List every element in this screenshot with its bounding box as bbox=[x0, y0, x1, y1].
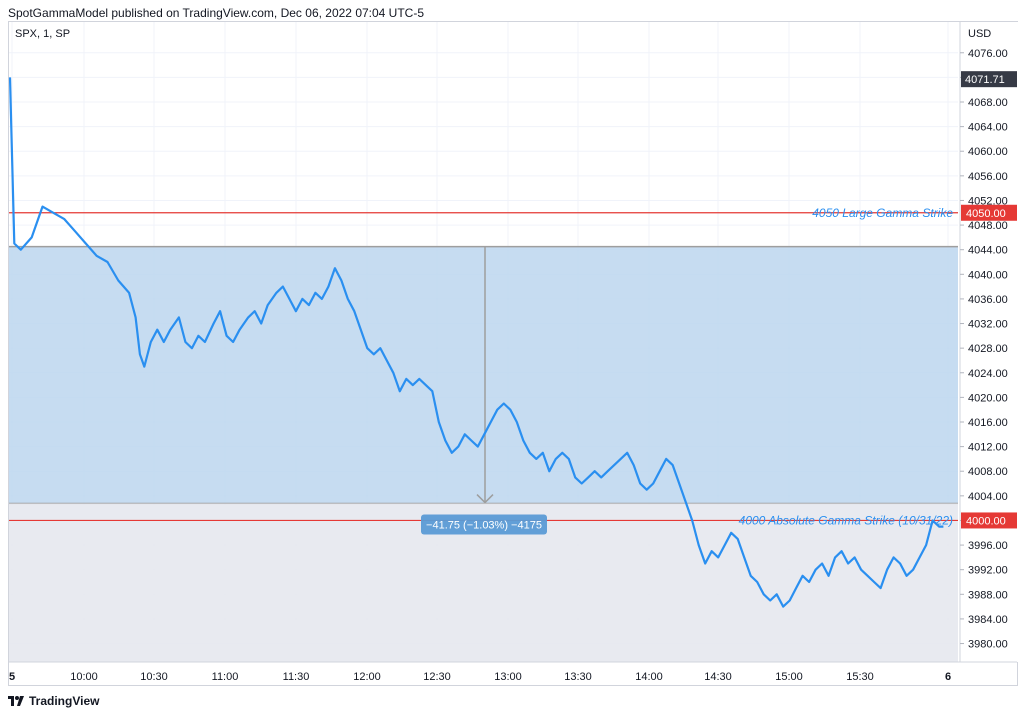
time-tick-label: 12:30 bbox=[423, 671, 451, 683]
publisher-caption: SpotGammaModel published on TradingView.… bbox=[8, 6, 425, 20]
price-tick-label: 4036.00 bbox=[968, 294, 1008, 306]
price-axis-bg bbox=[960, 22, 1018, 662]
tradingview-brand: TradingView bbox=[29, 694, 100, 708]
price-tick-label: 4064.00 bbox=[968, 122, 1008, 134]
price-tick-label: 3992.00 bbox=[968, 565, 1008, 577]
time-tick-label: 10:30 bbox=[140, 671, 168, 683]
time-tick-label: 11:30 bbox=[283, 671, 310, 683]
time-tick-label: 14:30 bbox=[704, 671, 732, 683]
price-tick-label: 4024.00 bbox=[968, 368, 1008, 380]
time-tick-label: 14:00 bbox=[635, 671, 663, 683]
time-tick-label: 13:00 bbox=[494, 671, 522, 683]
level-badge-label-0: 4050.00 bbox=[966, 208, 1006, 220]
measure-label: −41.75 (−1.03%) −4175 bbox=[426, 519, 542, 531]
level-annotation-1: 4000 Absolute Gamma Strike (10/31/22) bbox=[739, 513, 953, 527]
price-tick-label: 3996.00 bbox=[968, 540, 1008, 552]
time-tick-label: 11:00 bbox=[212, 671, 239, 683]
level-badge-0 bbox=[961, 204, 1017, 221]
level-badge-1 bbox=[961, 512, 1017, 529]
price-tick-label: 3980.00 bbox=[968, 639, 1008, 651]
time-tick-label: 6 bbox=[945, 671, 951, 683]
level-badge-label-1: 4000.00 bbox=[966, 515, 1006, 527]
price-tick-label: 4004.00 bbox=[968, 491, 1008, 503]
price-tick-label: 4032.00 bbox=[968, 319, 1008, 331]
level-annotation-0: 4050 Large Gamma Strike bbox=[812, 206, 953, 220]
time-tick-label: 15:00 bbox=[775, 671, 803, 683]
last-price-badge bbox=[961, 71, 1017, 88]
price-axis-unit: USD bbox=[968, 28, 991, 40]
price-tick-label: 4020.00 bbox=[968, 392, 1008, 404]
price-tick-label: 4044.00 bbox=[968, 245, 1008, 257]
measure-arrow-head bbox=[476, 494, 494, 504]
price-tick-label: 4056.00 bbox=[968, 171, 1008, 183]
time-tick-label: 15:30 bbox=[846, 671, 874, 683]
measure-range-fill bbox=[9, 246, 958, 504]
price-tick-label: 4016.00 bbox=[968, 417, 1008, 429]
price-series-line[interactable] bbox=[8, 77, 944, 608]
price-tick-label: 3988.00 bbox=[968, 589, 1008, 601]
price-tick-label: 4008.00 bbox=[968, 466, 1008, 478]
last-price-label: 4071.71 bbox=[965, 74, 1005, 86]
tradingview-footer[interactable]: TradingView bbox=[8, 694, 99, 708]
time-tick-label: 13:30 bbox=[564, 671, 592, 683]
price-tick-label: 4068.00 bbox=[968, 97, 1008, 109]
time-tick-label: 12:00 bbox=[353, 671, 381, 683]
price-tick-label: 4076.00 bbox=[968, 48, 1008, 60]
symbol-legend[interactable]: SPX, 1, SP bbox=[15, 28, 71, 40]
price-tick-label: 3984.00 bbox=[968, 614, 1008, 626]
time-tick-label: 5 bbox=[9, 671, 15, 683]
price-tick-label: 4012.00 bbox=[968, 442, 1008, 454]
price-tick-label: 4048.00 bbox=[968, 220, 1008, 232]
tradingview-logo-icon bbox=[8, 696, 24, 706]
time-tick-label: 10:00 bbox=[70, 671, 98, 683]
price-tick-label: 4028.00 bbox=[968, 343, 1008, 355]
measure-label-bg bbox=[421, 514, 547, 535]
price-tick-label: 4040.00 bbox=[968, 269, 1008, 281]
price-tick-label: 4052.00 bbox=[968, 195, 1008, 207]
price-tick-label: 4060.00 bbox=[968, 146, 1008, 158]
